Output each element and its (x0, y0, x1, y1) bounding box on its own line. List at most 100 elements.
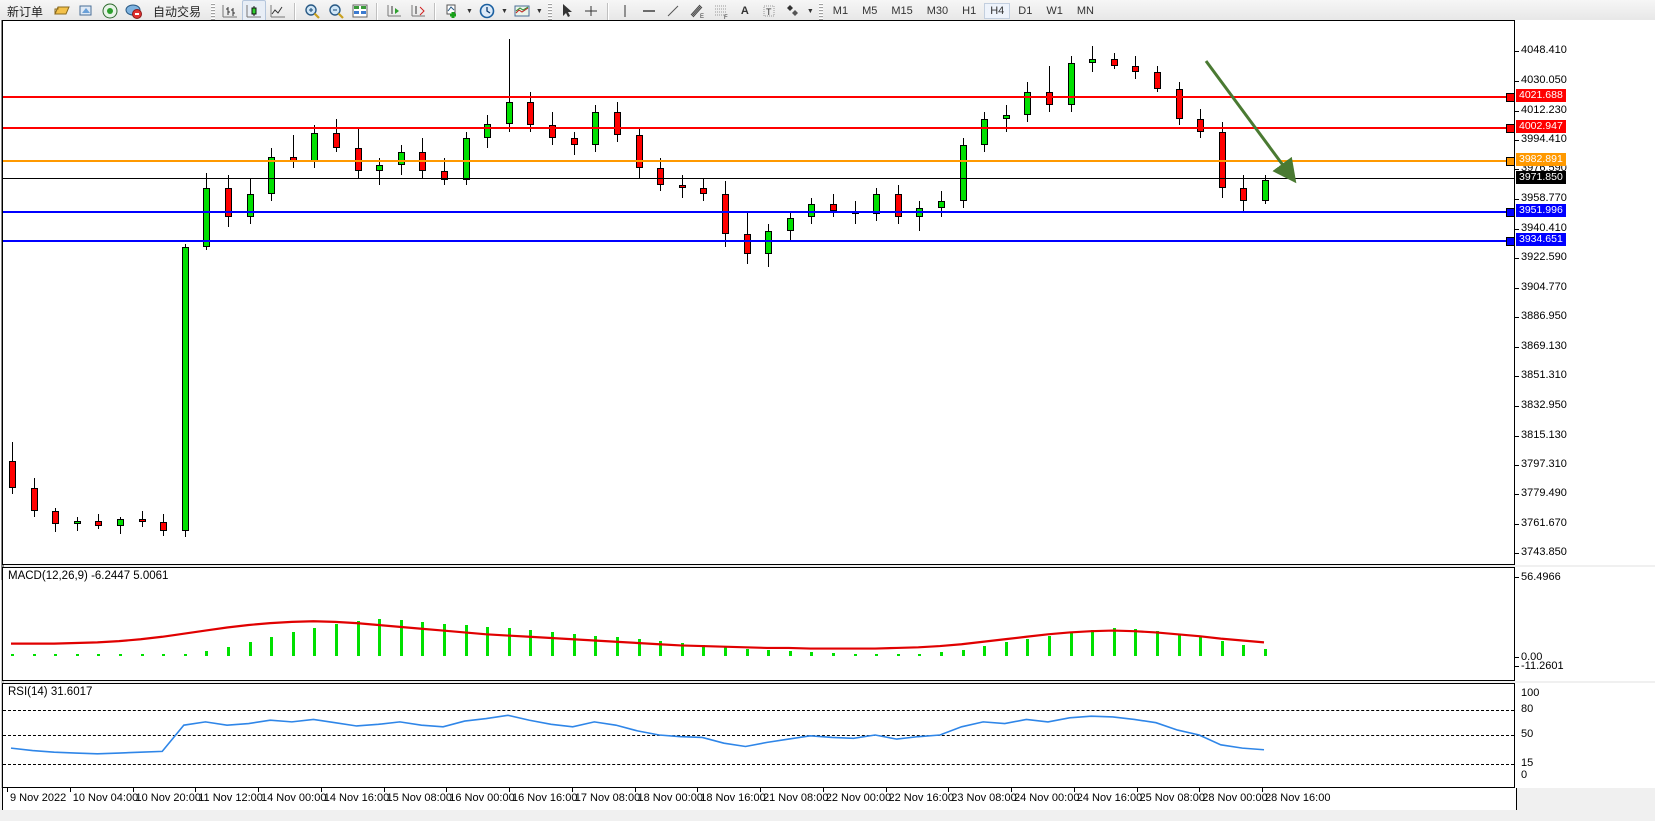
fibonacci-icon[interactable]: F (709, 1, 733, 21)
support-line-2[interactable] (3, 239, 1514, 242)
text-icon[interactable]: A (740, 5, 749, 17)
pivot-line-handle[interactable] (1506, 156, 1515, 166)
timeframe-h4[interactable]: H4 (984, 3, 1011, 19)
candle-wick (76, 517, 78, 531)
price-tick-label: 3815.130 (1521, 428, 1567, 441)
period-dropdown[interactable]: ▼ (500, 7, 508, 15)
macd-histogram-bar (227, 647, 231, 656)
resistance-line-1[interactable] (3, 96, 1514, 99)
rsi-pane[interactable]: RSI(14) 31.6017 (2, 683, 1515, 788)
resistance-line-2[interactable] (3, 126, 1514, 129)
price-tick-label: 3940.410 (1521, 222, 1567, 234)
grid-icon[interactable] (348, 1, 372, 21)
line-chart-icon[interactable] (266, 1, 290, 21)
toolbar-separator-3 (434, 2, 437, 20)
support-line-2-handle[interactable] (1506, 236, 1515, 246)
candlestick-chart-icon[interactable] (242, 0, 267, 22)
time-tick-mark (1073, 788, 1075, 792)
chart-shift-icon[interactable] (406, 1, 430, 21)
zoom-in-icon[interactable] (300, 1, 324, 21)
timeframe-m30[interactable]: M30 (926, 5, 949, 17)
macd-histogram-bar (1091, 629, 1095, 656)
candle-body (311, 133, 319, 162)
shapes-icon[interactable] (781, 1, 805, 21)
timeframe-mn[interactable]: MN (1076, 5, 1094, 17)
price-chart-pane[interactable] (2, 20, 1515, 565)
macd-histogram-bar (745, 648, 749, 656)
equidistant-channel-icon[interactable]: E (685, 1, 709, 21)
timeframe-m15[interactable]: M15 (891, 5, 913, 17)
last-price-line-price-tag[interactable]: 3971.850 (1516, 171, 1566, 185)
timeframe-d1[interactable]: D1 (1018, 5, 1033, 17)
auto-scroll-icon[interactable] (382, 1, 406, 21)
macd-scale-tick (1515, 666, 1519, 667)
candlestick (678, 21, 686, 564)
add-indicator-dropdown[interactable]: ▼ (466, 7, 473, 15)
candlestick (981, 21, 989, 564)
upload-cloud-icon[interactable] (74, 1, 98, 21)
candlestick (225, 21, 233, 564)
price-tick-label: 3958.770 (1521, 191, 1567, 204)
expert-advisor-icon[interactable] (122, 1, 146, 21)
trend-line-icon[interactable] (661, 1, 685, 21)
candle-wick (292, 135, 294, 169)
templates-dropdown[interactable]: ▼ (535, 7, 543, 15)
period-clock-icon[interactable] (475, 1, 499, 21)
zoom-out-icon[interactable] (324, 1, 348, 21)
text-label-icon[interactable]: T (757, 1, 781, 21)
time-tick-mark (132, 788, 134, 792)
support-line-2-price-tag[interactable]: 3934.651 (1516, 232, 1566, 246)
support-line-1-price-tag[interactable]: 3951.996 (1516, 203, 1566, 217)
pivot-line[interactable] (3, 159, 1514, 162)
shapes-dropdown[interactable]: ▼ (806, 7, 814, 15)
horizontal-line-icon[interactable] (637, 1, 661, 21)
new-order-button[interactable]: 新订单 (7, 4, 44, 19)
price-tick-label: 3851.310 (1521, 368, 1567, 381)
support-line-1[interactable] (3, 210, 1514, 213)
resistance-line-1-handle[interactable] (1506, 93, 1515, 103)
candle-body (657, 168, 665, 185)
macd-histogram-bar (939, 652, 943, 656)
candlestick (1153, 21, 1161, 564)
main-toolbar: 新订单 自动交易 (0, 0, 1655, 23)
price-tick-mark (1515, 198, 1519, 200)
support-line-1-handle[interactable] (1506, 207, 1515, 217)
folder-icon[interactable] (50, 1, 74, 21)
cursor-icon[interactable] (555, 1, 579, 21)
price-tick-mark (1515, 494, 1519, 496)
toolbar-grip[interactable] (211, 2, 216, 20)
time-tick-mark (822, 788, 824, 792)
resistance-line-1-price-tag[interactable]: 4021.688 (1516, 89, 1566, 103)
candle-wick (1092, 46, 1094, 73)
resistance-line-2-price-tag[interactable]: 4002.947 (1516, 119, 1566, 133)
timeframe-w1[interactable]: W1 (1046, 5, 1063, 17)
autotrade-button[interactable]: 自动交易 (153, 4, 202, 19)
pivot-line-price-tag[interactable]: 3982.891 (1516, 152, 1566, 166)
signal-icon[interactable] (98, 1, 122, 21)
timeframe-m1[interactable]: M1 (832, 5, 849, 17)
time-tick-mark (509, 788, 510, 792)
macd-histogram-bar (723, 646, 727, 656)
macd-histogram-bar (572, 633, 576, 656)
resistance-line-2-handle[interactable] (1506, 123, 1515, 133)
last-price-line[interactable] (3, 178, 1514, 180)
rsi-scale-label: 50 (1521, 728, 1534, 740)
add-indicator-icon[interactable] (440, 1, 464, 21)
macd-histogram-bar (875, 654, 879, 656)
crosshair-icon[interactable] (579, 1, 603, 21)
templates-icon[interactable] (510, 1, 534, 21)
bar-chart-icon[interactable] (218, 1, 242, 21)
macd-histogram-bar (1004, 642, 1008, 656)
toolbar-grip-2[interactable] (547, 2, 552, 20)
vertical-line-icon[interactable] (613, 1, 637, 21)
toolbar-grip-3[interactable] (818, 2, 823, 20)
candlestick (1110, 21, 1118, 564)
candlestick (937, 21, 945, 564)
timeframe-m5[interactable]: M5 (862, 5, 878, 17)
time-axis[interactable]: 9 Nov 2022 10 Nov 04:00 10 Nov 20:00 11 Nov… (2, 788, 1517, 810)
price-scale[interactable]: 4048.410 4030.050 4012.230 3994.410 3976.590… (1515, 20, 1655, 565)
candlestick (333, 21, 341, 564)
macd-pane[interactable]: MACD(12,26,9) -6.2447 5.0061 (2, 567, 1515, 681)
candle-body (160, 522, 168, 531)
timeframe-h1[interactable]: H1 (962, 5, 977, 17)
